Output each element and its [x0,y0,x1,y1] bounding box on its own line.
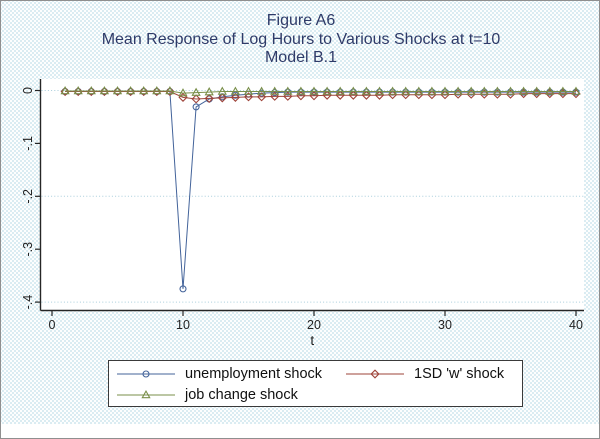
svg-text:10: 10 [176,318,190,332]
graph-region: Figure A6 Mean Response of Log Hours to … [1,1,599,424]
circle-marker-icon [117,370,175,378]
svg-text:40: 40 [569,318,583,332]
chart-subtitle: Mean Response of Log Hours to Various Sh… [101,30,501,48]
svg-text:0: 0 [21,87,35,94]
plot-area: 0 -.1 -.2 -.3 -.4 0 10 20 30 40 t [21,79,584,348]
legend-entry-unemployment: unemployment shock [117,366,322,382]
svg-text:-.1: -.1 [21,136,35,151]
diamond-marker-icon [346,369,404,379]
svg-text:-.2: -.2 [21,189,35,204]
legend-box: unemployment shock 1SD 'w' shock job cha… [108,360,523,407]
legend-entry-job-change: job change shock [117,387,298,403]
legend-label: job change shock [185,387,298,403]
svg-text:-.3: -.3 [21,242,35,257]
legend-label: unemployment shock [185,366,323,382]
triangle-marker-icon [117,389,175,399]
svg-text:0: 0 [49,318,56,332]
svg-text:-.4: -.4 [21,295,35,310]
svg-text:30: 30 [438,318,452,332]
chart-title: Figure A6 [266,12,336,29]
chart-model-label: Model B.1 [264,49,338,66]
svg-text:t: t [310,333,314,348]
legend-label: 1SD 'w' shock [414,366,505,382]
svg-text:20: 20 [307,318,321,332]
chart-title-block: Figure A6 Mean Response of Log Hours to … [1,12,599,68]
legend-entry-w-shock: 1SD 'w' shock [346,366,504,382]
